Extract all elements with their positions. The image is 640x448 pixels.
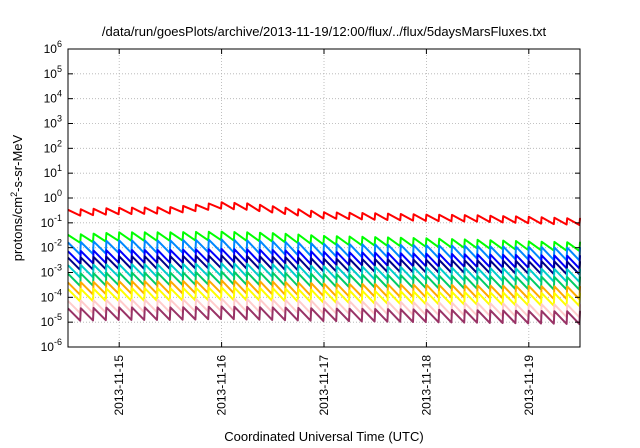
y-tick-base: 10: [44, 92, 58, 106]
series-line: [67, 201, 581, 226]
y-tick-base: 10: [44, 117, 58, 131]
y-tick-label: 10-6: [41, 337, 62, 354]
y-axis-label-sup: 2: [9, 192, 19, 197]
y-tick-base: 10: [44, 67, 58, 81]
y-tick-exponent: -2: [54, 238, 62, 248]
y-tick-exponent: 6: [57, 39, 62, 49]
y-tick-label: 10-2: [41, 238, 62, 255]
y-tick-label: 10-1: [41, 213, 62, 230]
y-tick-exponent: 4: [57, 89, 62, 99]
y-tick-label: 10-5: [41, 312, 62, 329]
series-layer: [67, 201, 581, 326]
y-tick-exponent: -1: [54, 213, 62, 223]
y-tick-base: 10: [41, 340, 55, 354]
series-line: [67, 230, 581, 252]
y-tick-base: 10: [41, 266, 55, 280]
series-line: [67, 286, 581, 307]
x-tick-label: 2013-11-15: [112, 355, 126, 416]
series-line: [67, 270, 581, 291]
y-axis-label: protons/cm2-s-sr-MeV: [9, 134, 25, 261]
x-tick-label: 2013-11-19: [522, 355, 536, 416]
y-tick-exponent: -3: [54, 263, 62, 273]
chart-title: /data/run/goesPlots/archive/2013-11-19/1…: [102, 24, 547, 39]
y-tick-label: 105: [44, 64, 62, 81]
y-tick-base: 10: [41, 216, 55, 230]
y-axis-label-base: protons/cm: [10, 197, 25, 261]
y-tick-label: 104: [44, 89, 62, 106]
y-tick-exponent: -4: [54, 287, 62, 297]
y-tick-base: 10: [44, 166, 58, 180]
y-tick-base: 10: [41, 290, 55, 304]
y-tick-label: 103: [44, 114, 62, 131]
y-tick-label: 10-3: [41, 263, 62, 280]
y-tick-base: 10: [41, 315, 55, 329]
x-tick-label: 2013-11-17: [317, 355, 331, 416]
y-tick-exponent: 3: [57, 114, 62, 124]
y-tick-label: 10-4: [41, 287, 62, 304]
y-tick-exponent: 1: [57, 163, 62, 173]
y-axis-ticks: 10-610-510-410-310-210-11001011021031041…: [41, 39, 580, 354]
series-line: [67, 254, 581, 276]
y-tick-exponent: 5: [57, 64, 62, 74]
y-tick-label: 102: [44, 138, 62, 155]
x-tick-label: 2013-11-18: [419, 355, 433, 416]
series-line: [67, 262, 581, 283]
y-tick-label: 101: [44, 163, 62, 180]
x-axis-ticks: 2013-11-15 2013-11-16 2013-11-17 2013-11-18…: [112, 49, 536, 416]
y-tick-exponent: 0: [57, 188, 62, 198]
y-tick-exponent: -6: [54, 337, 62, 347]
series-line: [67, 305, 581, 326]
y-tick-label: 100: [44, 188, 62, 205]
y-tick-exponent: -5: [54, 312, 62, 322]
y-tick-base: 10: [44, 191, 58, 205]
y-tick-label: 106: [44, 39, 62, 56]
series-line: [67, 238, 581, 262]
y-axis-label-rest: -s-sr-MeV: [10, 134, 25, 191]
x-tick-label: 2013-11-16: [215, 355, 229, 416]
x-axis-label: Coordinated Universal Time (UTC): [224, 429, 423, 444]
y-tick-base: 10: [41, 241, 55, 255]
y-tick-base: 10: [44, 42, 58, 56]
y-tick-exponent: 2: [57, 138, 62, 148]
y-tick-base: 10: [44, 141, 58, 155]
